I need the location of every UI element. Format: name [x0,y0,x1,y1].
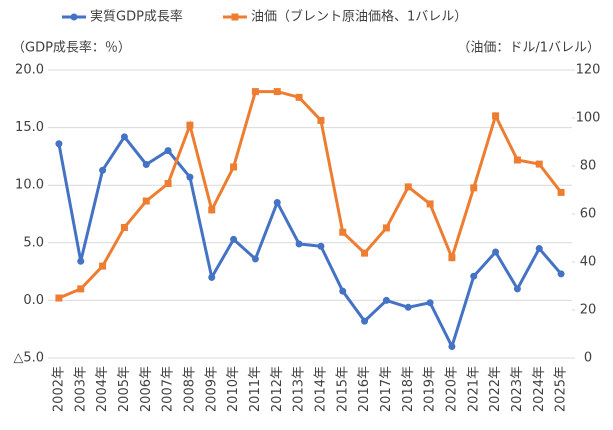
y2-tick-label: 60 [580,207,597,222]
x-tick-label: 2008年 [182,366,197,412]
x-tick-label: 2017年 [379,366,394,412]
marker [77,285,85,293]
x-tick-label: 2013年 [292,366,307,412]
marker [317,116,325,124]
y-tick-label: 15.0 [15,120,44,135]
y-tick-label: 0.0 [23,293,44,308]
y2-tick-label: 80 [580,159,597,174]
marker [99,166,107,174]
marker [295,240,303,248]
x-tick-label: 2012年 [270,366,285,412]
x-tick-label: 2022年 [488,366,503,412]
x-tick-label: 2021年 [466,366,481,412]
marker [557,270,565,278]
marker [142,160,150,168]
legend-label: 油価（ブレント原油価格、1バレル） [251,9,467,25]
series-line [58,90,563,300]
marker [186,121,194,129]
x-tick-label: 2002年 [51,366,66,412]
marker [55,140,63,148]
marker [557,188,565,196]
marker [404,183,412,191]
marker [208,206,216,214]
marker [273,88,281,96]
y-tick-label: 5.0 [23,235,44,250]
x-tick-label: 2007年 [161,366,176,412]
marker [513,285,521,293]
marker [448,254,456,262]
marker [317,242,325,250]
x-tick-label: 2010年 [226,366,241,412]
marker [77,257,85,265]
marker [382,224,390,232]
marker [251,255,259,263]
y-tick-label: 10.0 [15,178,44,193]
marker [404,303,412,311]
marker [186,173,194,181]
x-tick-label: 2006年 [139,366,154,412]
x-tick-label: 2023年 [510,366,525,412]
x-tick-label: 2015年 [335,366,350,412]
legend-label: 実質GDP成長率 [90,9,183,25]
marker [361,317,369,325]
marker [295,93,303,101]
marker [339,287,347,295]
y2-tick-label: 0 [584,351,592,366]
y2-tick-label: 40 [580,255,597,270]
x-tick-label: 2005年 [117,366,132,412]
marker [120,133,128,141]
marker [492,112,500,120]
x-tick-label: 2018年 [401,366,416,412]
y-tick-label: △5.0 [13,351,44,366]
y2-tick-label: 120 [576,63,601,78]
x-tick-label: 2004年 [95,366,110,412]
marker [492,248,500,256]
x-tick-label: 2020年 [444,366,459,412]
marker [120,223,128,231]
y2-tick-label: 100 [576,111,601,126]
marker [470,272,478,280]
marker [426,200,434,208]
x-tick-label: 2011年 [248,366,263,412]
legend-marker [231,13,239,21]
marker [382,296,390,304]
marker [251,88,259,96]
x-tick-label: 2019年 [423,366,438,412]
y-tick-label: 20.0 [15,63,44,78]
marker [470,184,478,192]
marker [164,147,172,155]
series-line [57,134,563,351]
x-tick-label: 2003年 [73,366,88,412]
marker [230,235,238,243]
y2-tick-label: 20 [580,303,597,318]
x-tick-label: 2016年 [357,366,372,412]
marker [99,262,107,270]
marker [535,160,543,168]
marker [164,180,172,188]
x-tick-label: 2024年 [532,366,547,412]
y2-axis-title: （油価：ドル/1バレル） [457,41,600,56]
y-axis-title: （GDP成長率：％） [12,40,131,56]
x-tick-label: 2009年 [204,366,219,412]
marker [339,228,347,236]
marker [513,156,521,164]
marker [230,163,238,171]
legend-marker [70,13,78,21]
marker [142,197,150,205]
marker [361,249,369,257]
x-tick-label: 2014年 [313,366,328,412]
marker [448,342,456,350]
x-tick-label: 2025年 [554,366,569,412]
marker [55,294,63,302]
marker [426,299,434,307]
marker [273,198,281,206]
marker [535,245,543,253]
marker [208,273,216,281]
